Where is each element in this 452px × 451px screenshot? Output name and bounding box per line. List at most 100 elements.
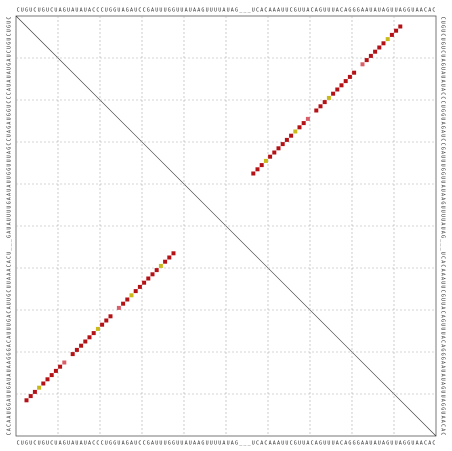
sequence-bottom: U bbox=[38, 441, 41, 447]
sequence-right: U bbox=[440, 281, 446, 284]
sequence-bottom: U bbox=[227, 441, 230, 447]
pair-upper bbox=[377, 45, 382, 50]
sequence-left: C bbox=[7, 50, 13, 53]
pair-lower bbox=[108, 314, 113, 319]
sequence-left: A bbox=[7, 365, 13, 368]
pair-lower bbox=[45, 377, 50, 382]
pair-upper bbox=[289, 133, 294, 138]
sequence-top: G bbox=[294, 8, 297, 14]
sequence-bottom: A bbox=[197, 441, 200, 447]
sequence-top: U bbox=[105, 8, 108, 14]
sequence-bottom: A bbox=[344, 441, 347, 447]
sequence-left: U bbox=[7, 218, 13, 221]
sequence-left: A bbox=[7, 130, 13, 133]
sequence-left: G bbox=[7, 42, 13, 45]
sequence-top: A bbox=[420, 8, 423, 14]
sequence-top: C bbox=[33, 8, 36, 14]
sequence-top: A bbox=[151, 8, 154, 14]
sequence-top: U bbox=[54, 8, 57, 14]
sequence-bottom: _ bbox=[248, 441, 252, 447]
sequence-top: A bbox=[374, 8, 377, 14]
sequence-top: G bbox=[407, 8, 410, 14]
sequence-left: U bbox=[7, 395, 13, 398]
sequence-top: U bbox=[180, 8, 183, 14]
pair-upper bbox=[335, 87, 340, 92]
sequence-right: U bbox=[440, 155, 446, 158]
sequence-bottom: C bbox=[340, 441, 343, 447]
sequence-top: A bbox=[269, 8, 272, 14]
sequence-right: A bbox=[440, 277, 446, 280]
pair-upper bbox=[385, 37, 390, 42]
sequence-top: A bbox=[122, 8, 125, 14]
sequence-top: G bbox=[201, 8, 204, 14]
sequence-bottom: A bbox=[336, 441, 339, 447]
pair-lower bbox=[79, 343, 84, 348]
sequence-bottom: G bbox=[294, 441, 297, 447]
sequence-right: U bbox=[440, 38, 446, 41]
sequence-bottom: G bbox=[386, 441, 389, 447]
sequence-bottom: A bbox=[374, 441, 377, 447]
sequence-bottom: U bbox=[117, 441, 120, 447]
sequence-right: A bbox=[440, 306, 446, 309]
sequence-bottom: U bbox=[164, 441, 167, 447]
sequence-right: C bbox=[440, 101, 446, 104]
sequence-bottom: A bbox=[365, 441, 368, 447]
sequence-bottom: A bbox=[382, 441, 385, 447]
sequence-bottom: U bbox=[159, 441, 162, 447]
sequence-right: U bbox=[440, 369, 446, 372]
sequence-top: U bbox=[395, 8, 398, 14]
sequence-right: A bbox=[440, 59, 446, 62]
sequence-top: U bbox=[155, 8, 158, 14]
sequence-right: A bbox=[440, 193, 446, 196]
pair-upper bbox=[373, 49, 378, 54]
sequence-top: U bbox=[302, 8, 305, 14]
sequence-left: G bbox=[7, 353, 13, 356]
sequence-right: G bbox=[440, 113, 446, 116]
sequence-left: U bbox=[7, 176, 13, 179]
sequence-bottom: C bbox=[143, 441, 146, 447]
sequence-left: U bbox=[7, 180, 13, 183]
sequence-right: U bbox=[440, 206, 446, 209]
pair-lower bbox=[142, 280, 147, 285]
pair-upper bbox=[347, 74, 352, 79]
sequence-left: C bbox=[7, 432, 13, 435]
pair-lower bbox=[116, 305, 121, 310]
sequence-left: G bbox=[7, 113, 13, 116]
sequence-bottom: C bbox=[92, 441, 95, 447]
sequence-right: C bbox=[440, 340, 446, 343]
sequence-right: A bbox=[440, 122, 446, 125]
sequence-top: C bbox=[138, 8, 141, 14]
sequence-left: A bbox=[7, 260, 13, 263]
sequence-left: U bbox=[7, 281, 13, 284]
sequence-top: G bbox=[386, 8, 389, 14]
sequence-bottom: G bbox=[348, 441, 351, 447]
pair-lower bbox=[24, 398, 29, 403]
sequence-right: C bbox=[440, 17, 446, 20]
pair-upper bbox=[301, 121, 306, 126]
sequence-top: A bbox=[197, 8, 200, 14]
sequence-left: A bbox=[7, 59, 13, 62]
sequence-top: _ bbox=[239, 8, 243, 14]
pair-upper bbox=[398, 24, 403, 29]
sequence-top: A bbox=[277, 8, 280, 14]
sequence-left: U bbox=[7, 21, 13, 24]
pair-upper bbox=[293, 129, 298, 134]
sequence-top: U bbox=[164, 8, 167, 14]
sequence-right: A bbox=[440, 344, 446, 347]
sequence-right: C bbox=[440, 424, 446, 427]
pair-lower bbox=[58, 364, 63, 369]
sequence-bottom: A bbox=[185, 441, 188, 447]
sequence-top: A bbox=[193, 8, 196, 14]
sequence-left: G bbox=[7, 357, 13, 360]
sequence-top: A bbox=[365, 8, 368, 14]
sequence-top: C bbox=[256, 8, 259, 14]
sequence-top: A bbox=[382, 8, 385, 14]
sequence-bottom: A bbox=[222, 441, 225, 447]
sequence-bottom: U bbox=[84, 441, 87, 447]
sequence-bottom: A bbox=[59, 441, 62, 447]
sequence-left: U bbox=[7, 332, 13, 335]
sequence-right: G bbox=[440, 319, 446, 322]
sequence-right: C bbox=[440, 256, 446, 259]
sequence-bottom: U bbox=[218, 441, 221, 447]
sequence-left: A bbox=[7, 344, 13, 347]
